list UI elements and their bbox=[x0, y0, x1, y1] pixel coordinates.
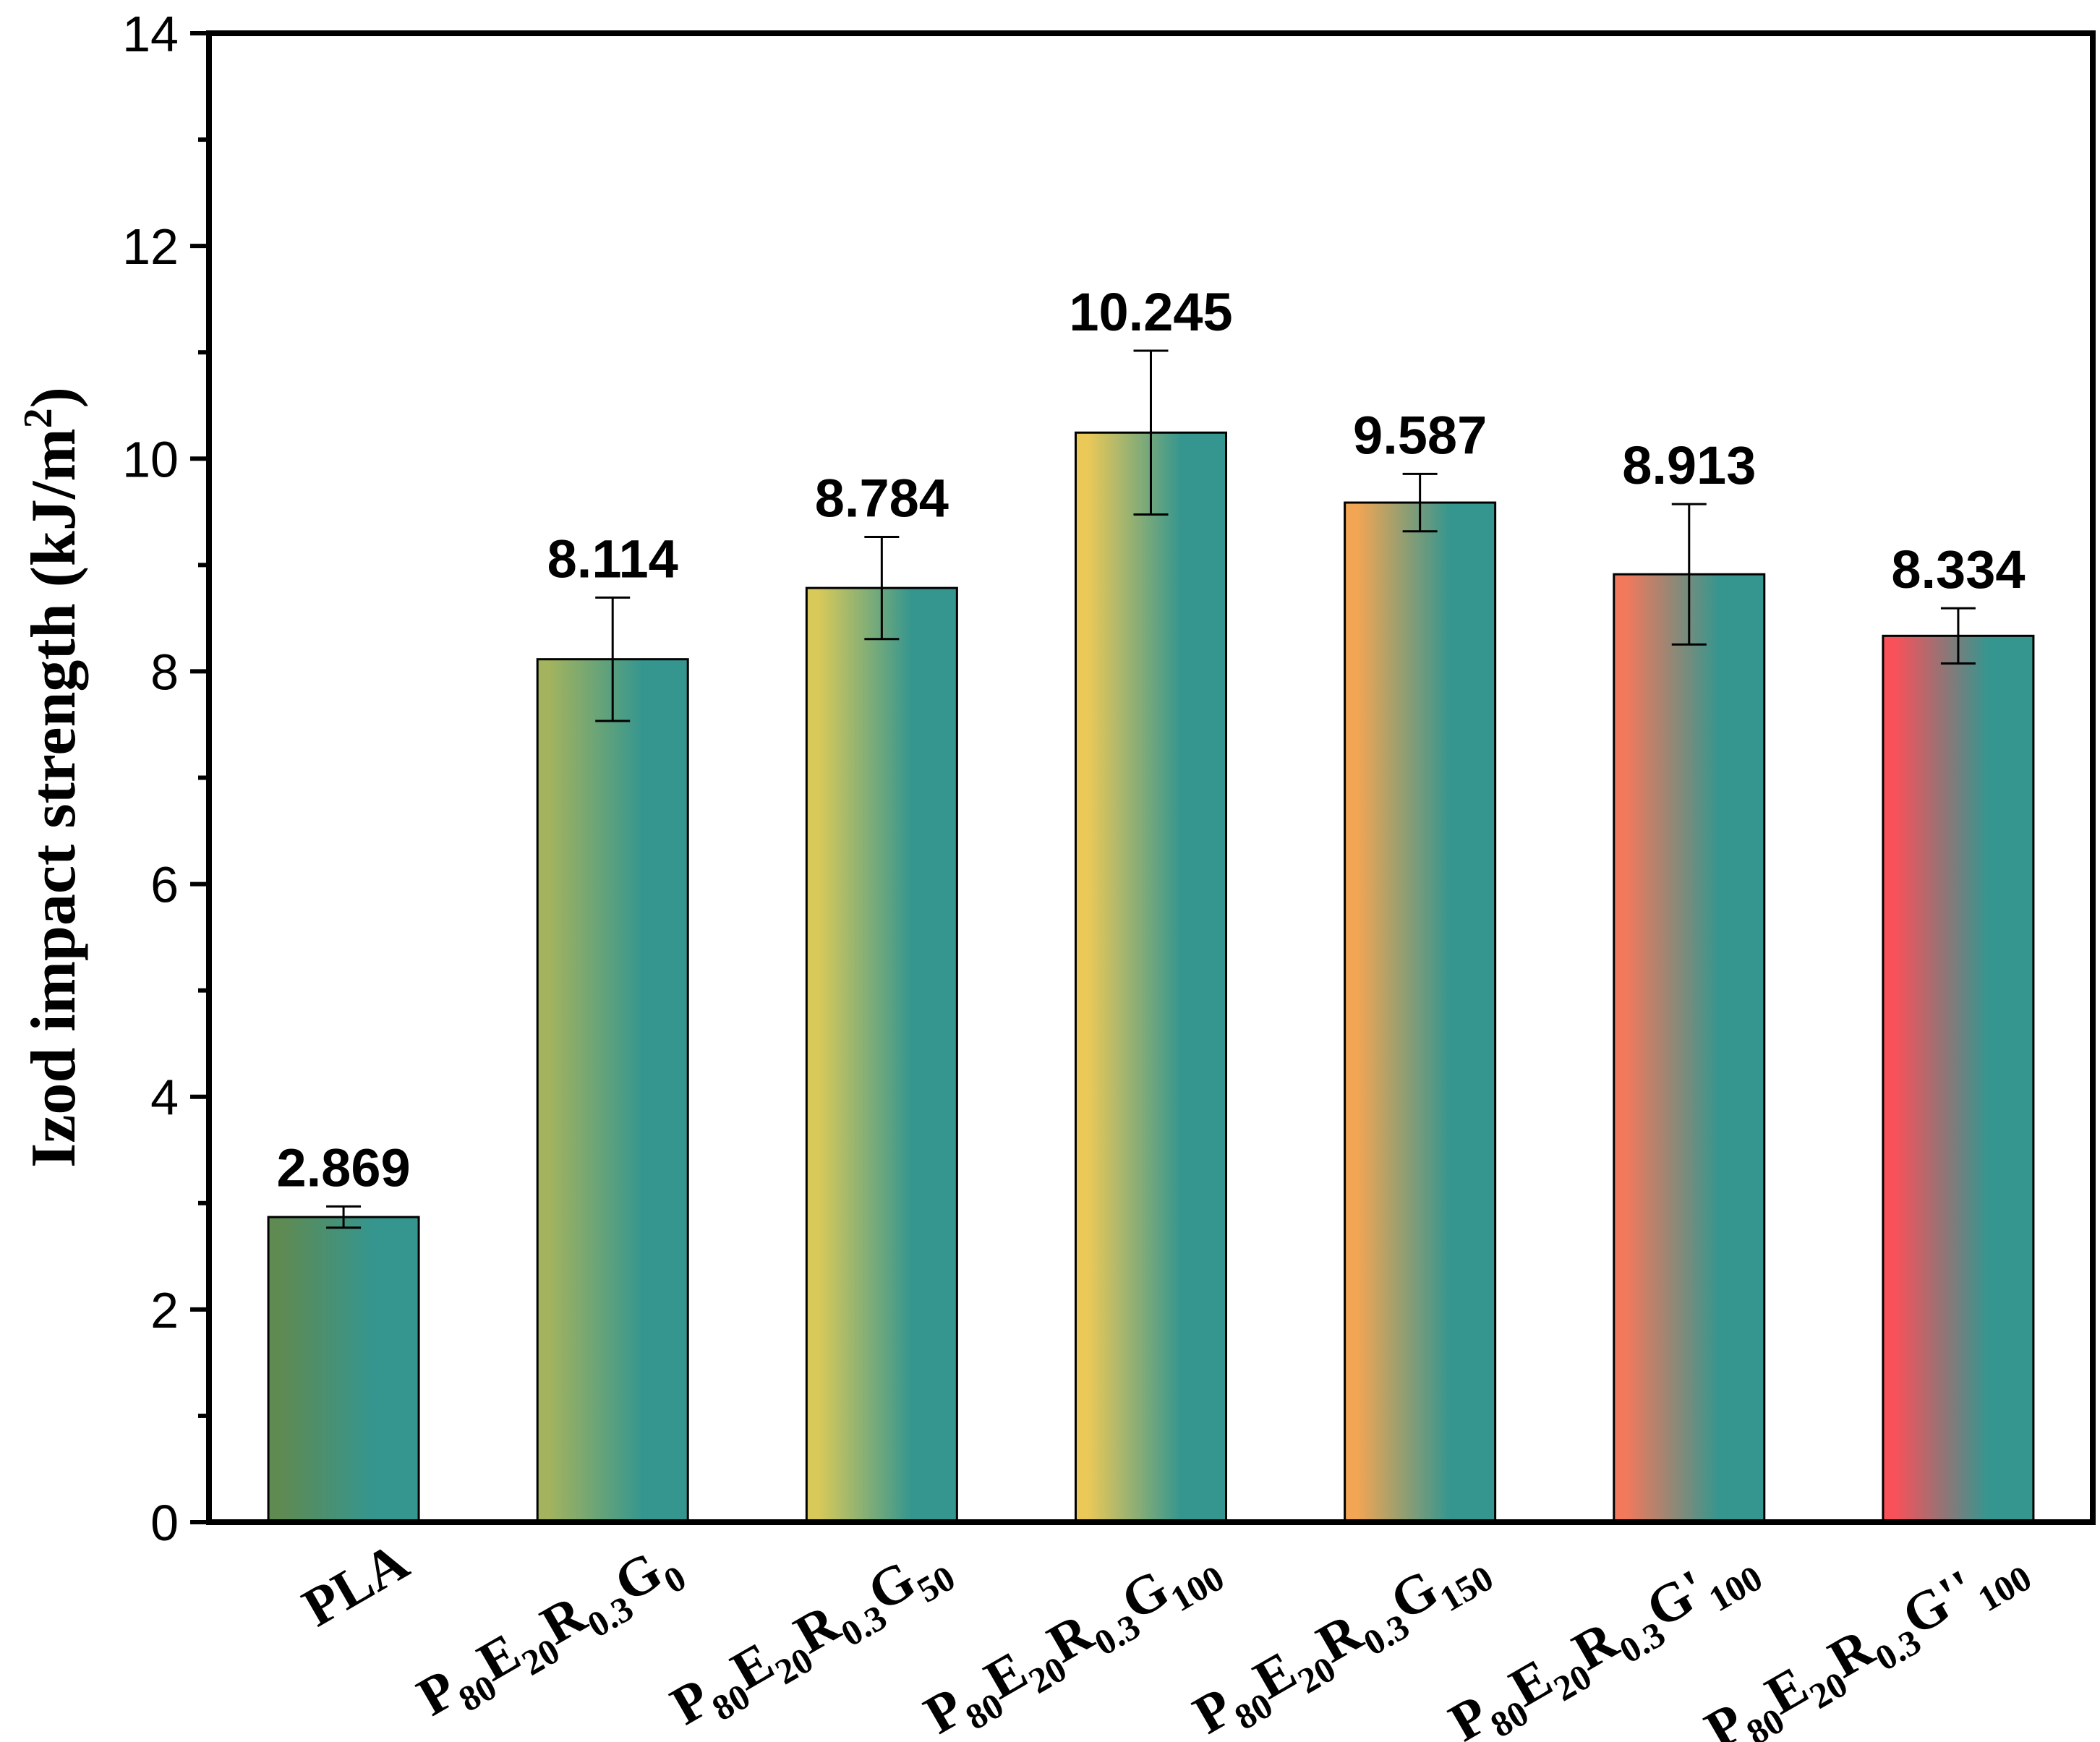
plot-frame bbox=[206, 30, 2096, 1525]
data-label: 8.784 bbox=[815, 469, 949, 529]
data-label: 8.334 bbox=[1891, 539, 2025, 599]
y-tick-label: 14 bbox=[122, 6, 179, 62]
data-label: 2.869 bbox=[276, 1137, 410, 1197]
bar bbox=[536, 658, 689, 1524]
bar bbox=[1344, 501, 1497, 1524]
error-bars bbox=[326, 349, 1976, 1229]
y-tick-label: 2 bbox=[150, 1282, 179, 1338]
x-axis-labels: PLAP80E20R0.3G0P80E20R0.3G50P80E20R0.3G1… bbox=[293, 1531, 2038, 1742]
y-tick-label: 4 bbox=[150, 1069, 179, 1126]
y-axis-title: Izod impact strength (kJ/m2) bbox=[16, 387, 89, 1168]
y-tick-label: 6 bbox=[150, 857, 179, 913]
y-axis-ticks: 0 2 4 6 8 10 12 14 bbox=[122, 6, 209, 1551]
y-tick-label: 0 bbox=[150, 1495, 179, 1551]
bar bbox=[805, 586, 958, 1524]
bar bbox=[1882, 634, 2035, 1524]
bar bbox=[267, 1216, 420, 1524]
y-tick-label: 10 bbox=[122, 431, 179, 487]
x-tick-label: PLA bbox=[293, 1531, 419, 1639]
data-label: 8.114 bbox=[547, 529, 678, 589]
value-labels: 2.869 8.114 8.784 10.245 9.587 8.913 8.334 bbox=[276, 282, 2025, 1197]
bars bbox=[267, 431, 2035, 1524]
bar bbox=[1613, 573, 1766, 1524]
y-tick-label: 8 bbox=[150, 644, 179, 700]
data-label: 10.245 bbox=[1069, 282, 1232, 342]
x-tick-label: P80E20R0.3G100 bbox=[914, 1531, 1231, 1742]
x-tick-label: P80E20R0.3G0 bbox=[407, 1531, 692, 1736]
y-axis-label: Izod impact strength (kJ/m2) bbox=[16, 387, 89, 1168]
data-label: 9.587 bbox=[1353, 405, 1487, 465]
data-label: 8.913 bbox=[1622, 435, 1756, 495]
x-tick-label: P80E20R0.3G50 bbox=[661, 1531, 962, 1742]
bar bbox=[1075, 431, 1227, 1524]
y-tick-label: 12 bbox=[122, 218, 179, 275]
